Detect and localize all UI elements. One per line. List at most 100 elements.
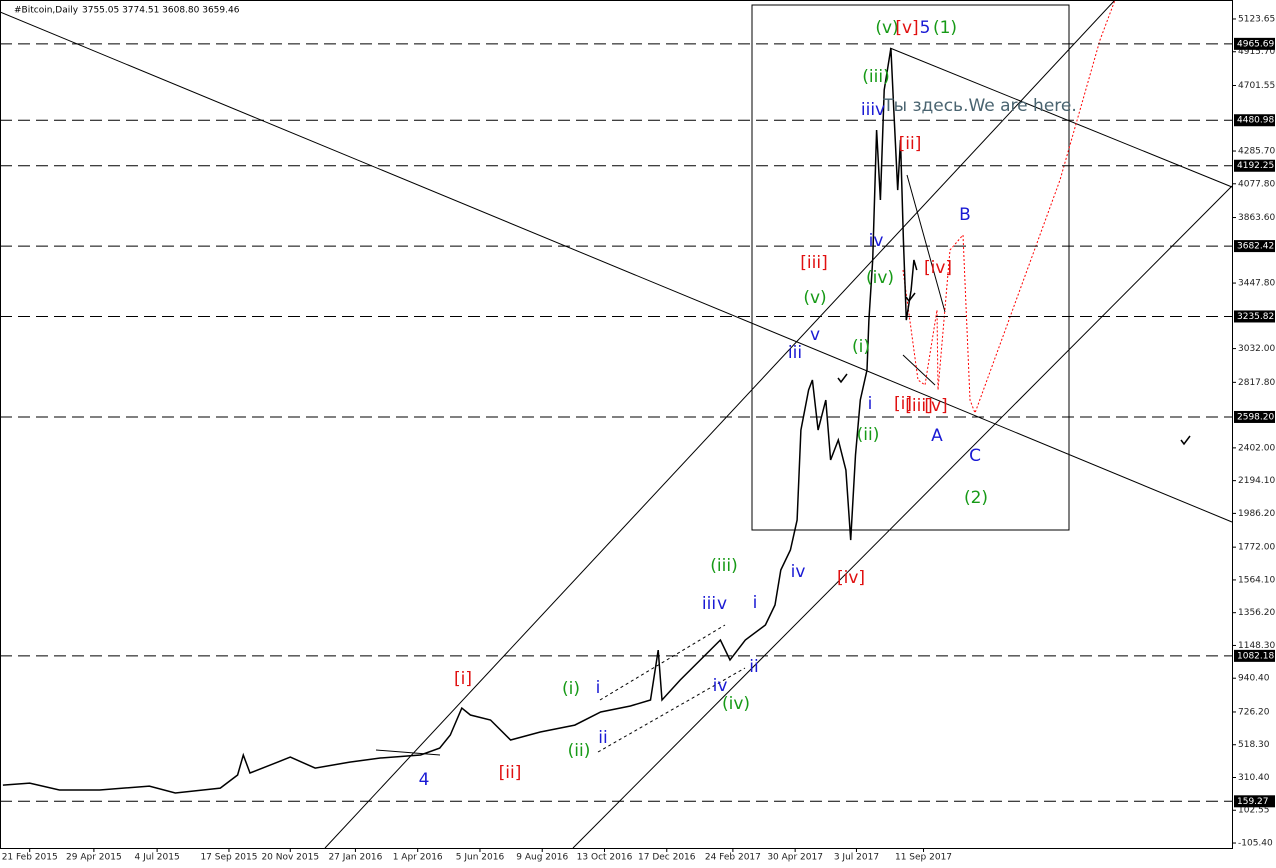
trend-line [902,354,936,386]
x-tick-label: 21 Feb 2015 [2,853,58,863]
check-marks [837,292,1191,446]
level-box [1234,795,1275,808]
forecast-path [902,0,1116,415]
wave-label: (iii) [862,67,889,87]
wave-label: 5 [920,18,931,38]
y-tick-label: 1564.10 [1238,575,1275,585]
level-box [1234,159,1275,172]
wave-label: Ты здесь.We are here. [882,96,1077,116]
y-tick-label: 2817.80 [1238,378,1275,388]
y-tick-label: 2194.10 [1238,476,1275,486]
y-tick-label: 1986.20 [1238,509,1275,519]
check-mark [837,373,848,384]
wave-label: [ii] [499,763,522,783]
level-label: 159.27 [1237,797,1269,807]
level-label: 3682.42 [1237,242,1274,252]
level-box [1234,114,1275,127]
level-label: 4192.25 [1237,161,1274,171]
price-line [2,47,918,794]
wave-label: iv [791,562,806,582]
x-tick-label: 13 Oct 2016 [577,853,633,863]
level-box [1234,649,1275,662]
x-tick-label: 27 Jan 2016 [328,853,382,863]
wave-label: iii [788,343,802,363]
wave-label: (ii) [857,425,880,445]
wave-label: i [868,394,873,414]
focus-box [751,4,1070,531]
x-tick-label: 17 Sep 2015 [200,853,257,863]
y-tick-label: 4285.70 [1238,147,1275,157]
y-tick-label: 310.40 [1238,773,1270,783]
wave-label: v [875,100,885,120]
wave-label: [iv] [837,568,865,588]
y-tick-label: 2402.00 [1238,443,1275,453]
x-tick-label: 29 Apr 2015 [66,853,122,863]
wave-label: i [753,593,758,613]
wave-label: (2) [964,488,988,508]
wave-label: iv [869,231,884,251]
wave-label: iv [713,676,728,696]
level-box [1234,410,1275,423]
trend-line [906,174,946,313]
x-tick-label: 4 Jul 2015 [135,853,180,863]
wave-label: i [596,678,601,698]
trend-line [572,185,1233,849]
wave-label: v [810,325,820,345]
y-tick-label: 5123.65 [1238,14,1275,24]
wave-label: [iv] [924,258,952,278]
x-tick-label: 30 Apr 2017 [767,853,823,863]
y-tick-label: -105.40 [1238,839,1273,849]
wave-label: (i) [562,679,580,699]
wave-label: [i] [894,394,912,414]
wave-label: A [931,426,943,446]
y-tick-label: 102.55 [1238,806,1270,816]
y-tick-label: 518.30 [1238,740,1270,750]
channel-line [597,667,746,753]
wave-label: ii [749,657,758,677]
wave-label: (v) [875,18,898,38]
chart-subtitle: 3755.05 3774.51 3608.80 3659.46 [82,6,240,16]
wave-label: 4 [419,770,430,790]
x-tick-label: 9 Aug 2016 [516,853,568,863]
level-label: 1082.18 [1237,651,1274,661]
y-tick-label: 4915.70 [1238,47,1275,57]
wave-label: (iii) [710,556,737,576]
wave-label: iii [861,100,875,120]
level-label: 3235.82 [1237,312,1274,322]
level-label: 2598.20 [1237,412,1274,422]
x-tick-label: 1 Apr 2016 [393,853,443,863]
y-tick-label: 3447.80 [1238,279,1275,289]
wave-label: C [969,446,981,466]
y-tick-label: 3863.60 [1238,213,1275,223]
wave-label: (ii) [568,741,591,761]
level-box [1234,37,1275,50]
wave-label: [iii] [905,396,932,416]
x-tick-label: 3 Jul 2017 [834,853,879,863]
wave-label: [i] [454,669,472,689]
wave-label: (iv) [866,268,894,288]
wave-label: (i) [852,337,870,357]
level-box [1234,310,1275,323]
wave-label: (v) [803,288,826,308]
x-tick-label: 11 Sep 2017 [895,853,952,863]
y-tick-label: 1772.00 [1238,543,1275,553]
channel-line [599,624,726,701]
trend-lines [0,0,1233,849]
trend-line [889,47,1233,188]
x-tick-label: 20 Nov 2015 [261,853,319,863]
x-tick-label: 24 Feb 2017 [705,853,761,863]
y-tick-label: 940.40 [1238,674,1270,684]
x-tick-label: 17 Dec 2016 [638,853,696,863]
wave-label: [ii] [899,134,922,154]
level-label: 4965.69 [1237,39,1274,49]
wave-label: iii [702,594,716,614]
wave-label: (iv) [722,694,750,714]
y-tick-label: 3032.00 [1238,344,1275,354]
wave-label: B [959,205,971,225]
level-box [1234,240,1275,253]
chart-title: #Bitcoin,Daily [14,6,79,16]
plot-border [0,0,1233,849]
y-tick-label: 726.20 [1238,707,1270,717]
y-tick-label: 4701.55 [1238,81,1275,91]
